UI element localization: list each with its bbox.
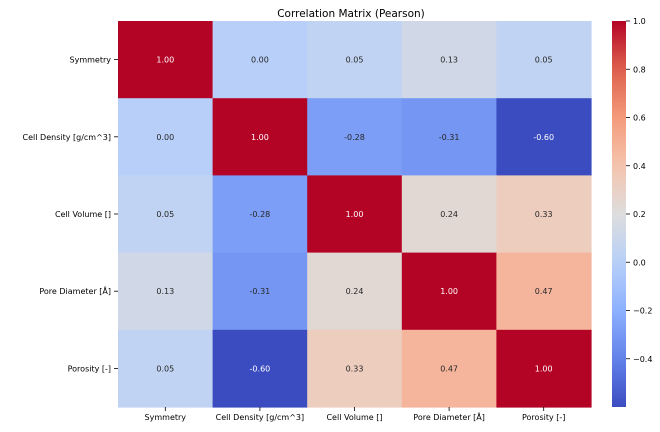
row-label-3: Pore Diameter [Å] [39, 285, 111, 296]
cell-value-0-4: 0.05 [535, 56, 553, 65]
col-label-2: Cell Volume [] [326, 413, 382, 422]
cell-value-3-2: 0.24 [346, 287, 364, 296]
cell-2-3 [401, 175, 497, 254]
cell-value-2-0: 0.05 [156, 210, 174, 219]
cell-value-2-1: -0.28 [250, 210, 271, 219]
colorbar-tick-label-0: 1.0 [633, 17, 646, 26]
cell-value-4-3: 0.47 [440, 364, 458, 373]
heatmap-cells: 1.00 0.00 0.05 0.13 0.05 0.00 1.00 -0.28 -0.31 -0… [118, 21, 592, 408]
cell-0-2 [307, 21, 403, 99]
cell-value-1-3: -0.31 [439, 133, 460, 142]
cell-value-4-4: 1.00 [535, 364, 553, 373]
colorbar-tick-label-6: −0.2 [633, 307, 652, 316]
cell-3-4 [496, 252, 592, 331]
cell-value-1-4: -0.60 [533, 133, 554, 142]
cell-1-1 [212, 98, 308, 176]
colorbar-ticks: 1.0 0.8 0.6 0.4 0.2 0.0 −0.2 −0.4 [626, 17, 652, 364]
cell-0-1 [212, 21, 308, 99]
chart-title: Correlation Matrix (Pearson) [277, 8, 425, 20]
cell-0-4 [496, 21, 592, 99]
cell-value-3-3: 1.00 [440, 287, 458, 296]
cell-value-2-3: 0.24 [440, 210, 458, 219]
cell-value-2-4: 0.33 [535, 210, 553, 219]
cell-2-0 [118, 175, 214, 254]
cell-1-0 [118, 98, 214, 176]
cell-3-0 [118, 252, 214, 331]
cell-4-0 [118, 329, 214, 408]
row-label-2: Cell Volume [] [55, 210, 111, 219]
cell-value-3-0: 0.13 [156, 287, 174, 296]
row-label-0: Symmetry [70, 56, 112, 65]
cell-1-2 [307, 98, 403, 176]
cell-2-1 [212, 175, 308, 254]
cell-3-3 [401, 252, 497, 331]
cell-3-1 [212, 252, 308, 331]
colorbar-tick-label-3: 0.4 [633, 162, 646, 171]
cell-value-2-2: 1.00 [346, 210, 364, 219]
cell-value-3-4: 0.47 [535, 287, 553, 296]
row-labels: Symmetry Cell Density [g/cm^3] Cell Volume… [23, 56, 118, 373]
cell-4-3 [401, 329, 497, 408]
cell-value-0-1: 0.00 [251, 56, 269, 65]
cell-4-2 [307, 329, 403, 408]
colorbar-tick-label-5: 0.0 [633, 258, 646, 267]
cell-0-0 [118, 21, 214, 99]
col-label-3: Pore Diameter [Å] [413, 411, 485, 422]
col-label-1: Cell Density [g/cm^3] [216, 413, 304, 422]
row-label-4: Porosity [-] [68, 364, 111, 373]
cell-4-4 [496, 329, 592, 408]
cell-value-1-2: -0.28 [344, 133, 365, 142]
colorbar-tick-label-1: 0.8 [633, 65, 646, 74]
colorbar-tick-label-2: 0.6 [633, 114, 646, 123]
cell-0-3 [401, 21, 497, 99]
cell-1-4 [496, 98, 592, 176]
row-label-1: Cell Density [g/cm^3] [23, 133, 111, 142]
colorbar-tick-label-7: −0.4 [633, 355, 652, 364]
cell-value-0-3: 0.13 [440, 56, 458, 65]
cell-value-4-1: -0.60 [250, 364, 271, 373]
column-labels: Symmetry Cell Density [g/cm^3] Cell Volume… [145, 407, 565, 422]
col-label-4: Porosity [-] [522, 413, 565, 422]
cell-value-1-1: 1.00 [251, 133, 269, 142]
cell-value-3-1: -0.31 [250, 287, 271, 296]
cell-value-0-0: 1.00 [156, 56, 174, 65]
cell-3-2 [307, 252, 403, 331]
cell-2-4 [496, 175, 592, 254]
cell-4-1 [212, 329, 308, 408]
col-label-0: Symmetry [145, 413, 187, 422]
cell-value-4-2: 0.33 [346, 364, 364, 373]
cell-value-4-0: 0.05 [156, 364, 174, 373]
cell-2-2 [307, 175, 403, 254]
colorbar-tick-label-4: 0.2 [633, 210, 646, 219]
cell-value-0-2: 0.05 [346, 56, 364, 65]
cell-value-1-0: 0.00 [156, 133, 174, 142]
cell-1-3 [401, 98, 497, 176]
colorbar [612, 21, 626, 407]
